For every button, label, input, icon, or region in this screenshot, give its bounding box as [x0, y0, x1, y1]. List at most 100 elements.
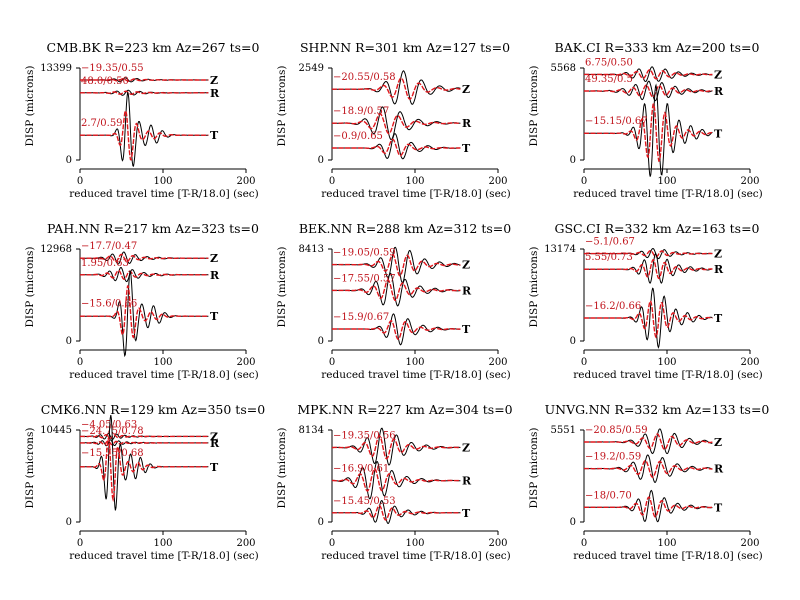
- shift-correlation-label: −5.1/0.67: [585, 237, 635, 248]
- synthetic-trace: [80, 90, 209, 95]
- observed-trace: [80, 91, 209, 167]
- y-axis-label: DISP (microns): [24, 65, 36, 146]
- component-label: Z: [714, 436, 722, 449]
- y-axis-label: DISP (microns): [276, 65, 288, 146]
- component-label: T: [210, 129, 219, 142]
- panel-title: SHP.NN R=301 km Az=127 ts=0: [300, 40, 510, 55]
- y-tick-label: 13399: [40, 63, 72, 74]
- panel-title: UNVG.NN R=332 km Az=133 ts=0: [545, 402, 770, 417]
- y-tick-label: 8413: [299, 244, 324, 255]
- shift-correlation-label: 6.75/0.50: [585, 57, 633, 68]
- observed-trace: [80, 270, 209, 358]
- component-label: R: [210, 87, 220, 100]
- x-tick-label: 200: [740, 357, 759, 368]
- x-tick-label: 100: [405, 357, 424, 368]
- component-label: R: [462, 284, 472, 297]
- x-tick-label: 0: [581, 357, 587, 368]
- component-label: T: [462, 142, 471, 155]
- y-tick-label: 12968: [40, 244, 72, 255]
- y-axis-label: DISP (microns): [276, 427, 288, 508]
- shift-correlation-label: −15.15/0.67: [585, 116, 648, 127]
- y-tick-label: 0: [570, 155, 576, 166]
- y-tick-label: 2549: [299, 63, 324, 74]
- x-tick-label: 200: [740, 538, 759, 549]
- station-panel: UNVG.NN R=332 km Az=133 ts=0 5551 0 DISP (m…: [528, 402, 769, 562]
- x-axis-label: reduced travel time [T-R/18.0] (sec): [573, 550, 763, 562]
- synthetic-trace: [584, 433, 713, 451]
- x-tick-label: 200: [488, 176, 507, 187]
- x-tick-label: 100: [153, 176, 172, 187]
- station-panel: CMB.BK R=223 km Az=267 ts=0 13399 0 DISP (m…: [24, 40, 260, 200]
- synthetic-trace: [584, 299, 713, 339]
- synthetic-trace: [80, 77, 209, 82]
- shift-correlation-label: 1.95/0.63: [81, 258, 129, 269]
- x-tick-label: 0: [581, 538, 587, 549]
- component-label: R: [210, 437, 220, 450]
- panel-title: BEK.NN R=288 km Az=312 ts=0: [299, 221, 511, 236]
- synthetic-trace: [80, 269, 209, 280]
- x-axis-label: reduced travel time [T-R/18.0] (sec): [69, 369, 259, 381]
- x-axis-label: reduced travel time [T-R/18.0] (sec): [321, 550, 511, 562]
- synthetic-trace: [80, 440, 209, 446]
- y-tick-label: 0: [570, 336, 576, 347]
- component-label: R: [714, 463, 724, 476]
- synthetic-trace: [80, 433, 209, 440]
- synthetic-trace: [332, 319, 461, 340]
- y-axis-label: DISP (microns): [528, 427, 540, 508]
- y-axis-label: DISP (microns): [528, 246, 540, 327]
- y-axis-label: DISP (microns): [528, 65, 540, 146]
- shift-correlation-label: −18.9/0.57: [333, 106, 389, 117]
- x-tick-label: 0: [77, 538, 83, 549]
- shift-correlation-label: −4.05/0.63: [81, 419, 137, 430]
- synthetic-trace: [80, 435, 209, 503]
- x-axis-label: reduced travel time [T-R/18.0] (sec): [321, 188, 511, 200]
- station-panel: PAH.NN R=217 km Az=323 ts=0 12968 0 DISP (m…: [24, 221, 259, 381]
- y-tick-label: 5551: [551, 425, 576, 436]
- component-label: T: [462, 507, 471, 520]
- y-tick-label: 13174: [544, 244, 576, 255]
- shift-correlation-label: −20.55/0.58: [333, 72, 396, 83]
- component-label: R: [462, 475, 472, 488]
- x-tick-label: 100: [657, 538, 676, 549]
- component-label: Z: [462, 259, 470, 272]
- x-tick-label: 200: [488, 538, 507, 549]
- synthetic-trace: [332, 254, 461, 277]
- station-panel: BAK.CI R=333 km Az=200 ts=0 5568 0 DISP (mi…: [528, 40, 763, 200]
- component-label: Z: [210, 252, 218, 265]
- shift-correlation-label: −0.9/0.65: [333, 131, 383, 142]
- y-tick-label: 0: [66, 517, 72, 528]
- x-tick-label: 200: [236, 176, 255, 187]
- y-tick-label: 10445: [40, 425, 72, 436]
- panel-title: BAK.CI R=333 km Az=200 ts=0: [555, 40, 760, 55]
- panel-title: CMB.BK R=223 km Az=267 ts=0: [47, 40, 260, 55]
- component-label: Z: [462, 83, 470, 96]
- x-tick-label: 0: [77, 176, 83, 187]
- observed-trace: [584, 83, 713, 177]
- synthetic-trace: [332, 435, 461, 460]
- synthetic-trace: [584, 459, 713, 478]
- x-tick-label: 0: [77, 357, 83, 368]
- x-tick-label: 100: [153, 538, 172, 549]
- shift-correlation-label: −17.7/0.47: [81, 241, 137, 252]
- synthetic-trace: [332, 504, 461, 521]
- x-axis-label: reduced travel time [T-R/18.0] (sec): [321, 369, 511, 381]
- shift-correlation-label: −19.35/0.56: [333, 430, 396, 441]
- component-label: Z: [210, 430, 218, 443]
- component-label: Z: [462, 441, 470, 454]
- shift-correlation-label: −16.9/0.61: [333, 464, 389, 475]
- synthetic-trace: [584, 84, 713, 98]
- synthetic-trace: [584, 250, 713, 258]
- x-axis-label: reduced travel time [T-R/18.0] (sec): [69, 188, 259, 200]
- component-label: T: [714, 127, 723, 140]
- component-label: R: [714, 263, 724, 276]
- x-tick-label: 200: [488, 357, 507, 368]
- station-panel: MPK.NN R=227 km Az=304 ts=0 8134 0 DISP (mi…: [276, 402, 513, 562]
- shift-correlation-label: −15.6/0.66: [81, 298, 137, 309]
- y-tick-label: 5568: [551, 63, 576, 74]
- x-tick-label: 200: [740, 176, 759, 187]
- shift-correlation-label: 2.7/0.59: [81, 118, 123, 129]
- panel-title: PAH.NN R=217 km Az=323 ts=0: [47, 221, 259, 236]
- component-label: R: [462, 117, 472, 130]
- synthetic-trace: [332, 113, 461, 135]
- station-panel: BEK.NN R=288 km Az=312 ts=0 8413 0 DISP (mi…: [276, 221, 511, 381]
